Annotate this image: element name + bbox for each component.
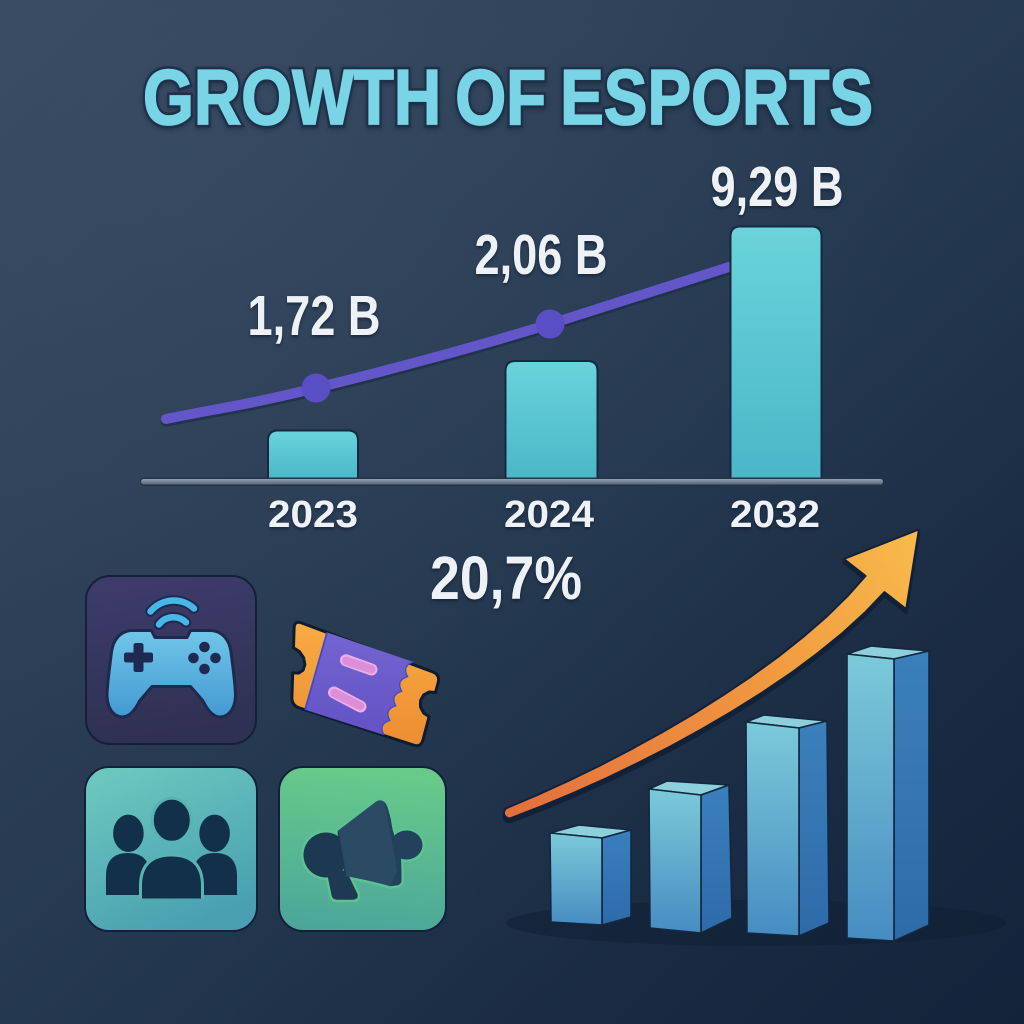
svg-text:9,29 B: 9,29 B: [711, 155, 844, 219]
svg-text:2,06 B: 2,06 B: [475, 223, 608, 287]
svg-text:GROWTH OF ESPORTS: GROWTH OF ESPORTS: [143, 53, 873, 141]
svg-text:2023: 2023: [268, 494, 358, 536]
svg-text:2024: 2024: [504, 494, 594, 536]
svg-text:1,72 B: 1,72 B: [248, 284, 381, 348]
svg-text:GROWTH OF ESPORTS: GROWTH OF ESPORTS: [143, 53, 873, 141]
svg-text:20,7%: 20,7%: [430, 544, 582, 612]
svg-text:2032: 2032: [730, 494, 820, 536]
